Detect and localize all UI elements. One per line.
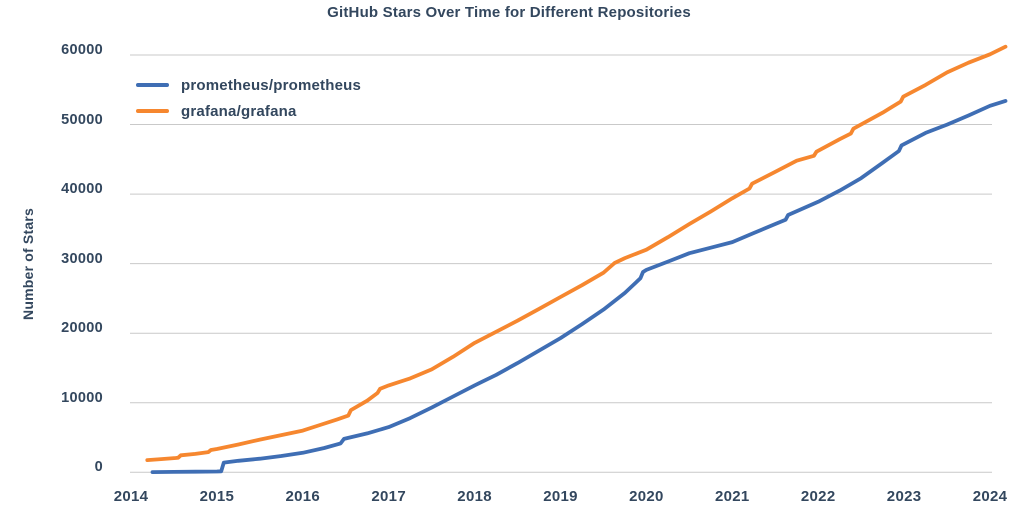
- x-tick-label-2016: 2016: [285, 488, 321, 505]
- legend-label-grafana: grafana/grafana: [181, 102, 297, 120]
- series-line-grafana: [145, 44, 1008, 463]
- x-tick-label-2024: 2024: [972, 488, 1008, 505]
- y-tick-label-20000: 20000: [61, 320, 103, 337]
- legend-label-prometheus: prometheus/prometheus: [181, 76, 362, 94]
- y-tick-label-40000: 40000: [61, 181, 103, 198]
- legend-item-grafana: grafana/grafana: [136, 98, 361, 124]
- x-tick-label-2021: 2021: [715, 488, 750, 505]
- x-tick-label-2022: 2022: [800, 488, 836, 505]
- chart-title: GitHub Stars Over Time for Different Rep…: [327, 4, 691, 21]
- y-tick-label-0: 0: [94, 459, 103, 476]
- x-tick-label-2020: 2020: [629, 488, 664, 505]
- x-tick-label-2014: 2014: [113, 488, 149, 505]
- series-line-prometheus: [150, 99, 1008, 475]
- x-tick-label-2017: 2017: [371, 488, 406, 505]
- legend-item-prometheus: prometheus/prometheus: [136, 72, 361, 98]
- y-tick-label-50000: 50000: [61, 111, 103, 128]
- x-tick-label-2023: 2023: [886, 488, 922, 505]
- grafana-line-swatch: [136, 109, 169, 113]
- prometheus-line-swatch: [136, 83, 169, 87]
- y-tick-label-30000: 30000: [61, 250, 103, 267]
- x-tick-label-2019: 2019: [543, 488, 578, 505]
- x-tick-label-2018: 2018: [457, 488, 492, 505]
- y-tick-label-10000: 10000: [61, 389, 103, 406]
- x-tick-label-2015: 2015: [199, 488, 235, 505]
- legend: prometheus/prometheus grafana/grafana: [136, 72, 361, 124]
- y-tick-label-60000: 60000: [61, 42, 103, 58]
